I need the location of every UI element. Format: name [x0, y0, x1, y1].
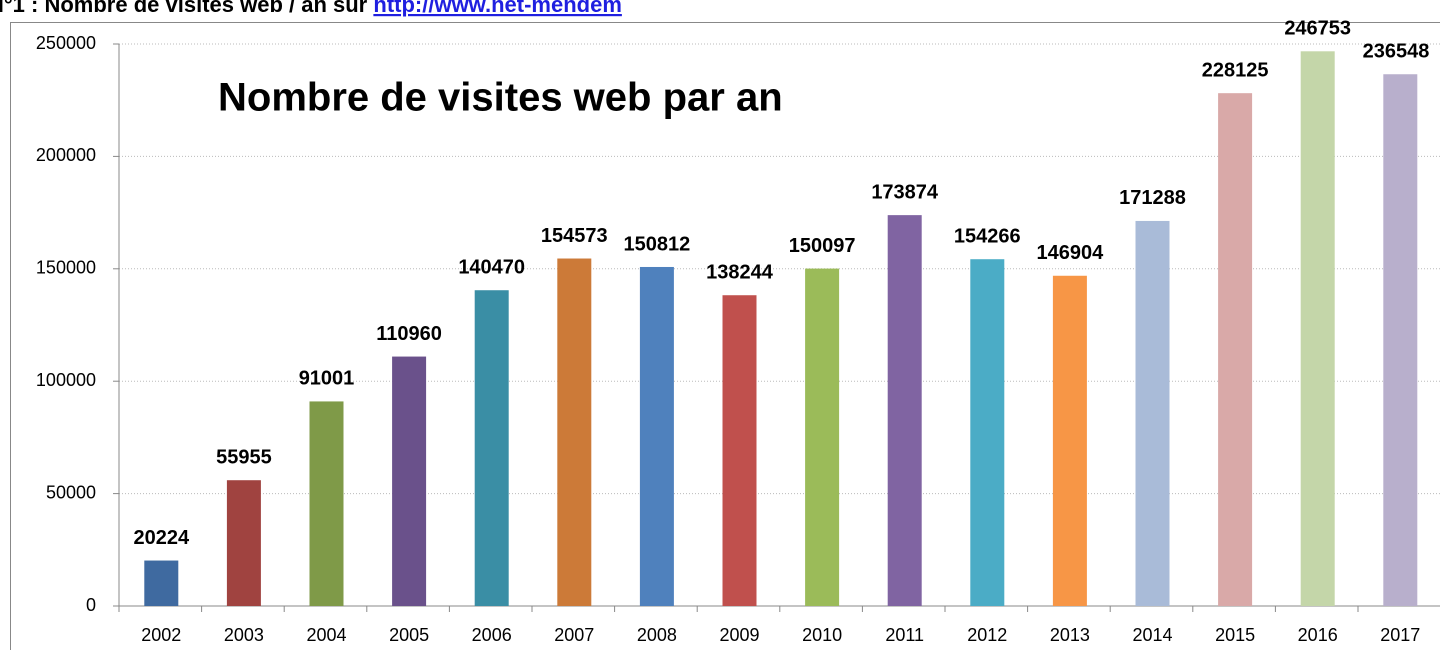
bar [639, 266, 674, 606]
x-tick-label: 2002 [141, 625, 181, 645]
bar [309, 401, 344, 606]
x-tick-label: 2012 [967, 625, 1007, 645]
x-tick-label: 2013 [1050, 625, 1090, 645]
x-tick-label: 2015 [1215, 625, 1255, 645]
y-tick-label: 150000 [36, 258, 96, 278]
value-label: 150812 [624, 233, 691, 255]
y-tick-label: 200000 [36, 145, 96, 165]
value-label: 140470 [458, 257, 525, 279]
value-label: 154573 [541, 225, 608, 247]
bar [805, 268, 840, 606]
x-tick-label: 2007 [554, 625, 594, 645]
value-label: 150097 [789, 235, 856, 257]
x-tick-label: 2006 [472, 625, 512, 645]
value-label: 236548 [1363, 41, 1430, 63]
bar [1135, 220, 1170, 606]
bar [144, 560, 179, 606]
bar [970, 259, 1005, 606]
bar [226, 480, 261, 606]
x-tick-label: 2016 [1298, 625, 1338, 645]
value-label: 91001 [299, 368, 355, 390]
x-tick-label: 2003 [224, 625, 264, 645]
bar [1218, 93, 1253, 607]
bar [1300, 51, 1335, 606]
x-tick-label: 2010 [802, 625, 842, 645]
y-tick-label: 100000 [36, 370, 96, 390]
bar [887, 215, 922, 607]
value-label: 154266 [954, 225, 1021, 247]
value-label: 171288 [1119, 187, 1186, 209]
x-tick-label: 2011 [885, 625, 924, 645]
value-label: 20224 [133, 527, 189, 549]
value-label: 110960 [376, 323, 442, 345]
y-tick-label: 50000 [46, 482, 96, 502]
x-tick-label: 2014 [1132, 625, 1172, 645]
bar [722, 295, 757, 606]
x-tick-label: 2008 [637, 625, 677, 645]
value-label: 228125 [1202, 59, 1269, 81]
value-label: 246753 [1284, 18, 1351, 40]
header-link[interactable]: http://www.net-mendem [373, 0, 622, 17]
bar [474, 290, 509, 606]
chart-border [10, 22, 1440, 650]
x-tick-label: 2009 [719, 625, 759, 645]
value-label: 146904 [1037, 242, 1105, 264]
y-tick-label: 0 [86, 595, 96, 615]
value-label: 173874 [871, 181, 939, 203]
header: N°1 : Nombre de visites web / an sur htt… [0, 0, 622, 17]
bar [557, 258, 592, 606]
x-tick-label: 2017 [1380, 625, 1420, 645]
bar [1383, 74, 1418, 606]
value-label: 55955 [216, 446, 272, 468]
bar [1052, 275, 1087, 606]
x-tick-label: 2005 [389, 625, 429, 645]
y-tick-label: 250000 [36, 33, 96, 53]
x-tick-label: 2004 [306, 625, 346, 645]
header-text: N°1 : Nombre de visites web / an sur [0, 0, 368, 17]
value-label: 138244 [706, 262, 774, 284]
chart-title: Nombre de visites web par an [218, 76, 783, 120]
bar [392, 356, 427, 606]
